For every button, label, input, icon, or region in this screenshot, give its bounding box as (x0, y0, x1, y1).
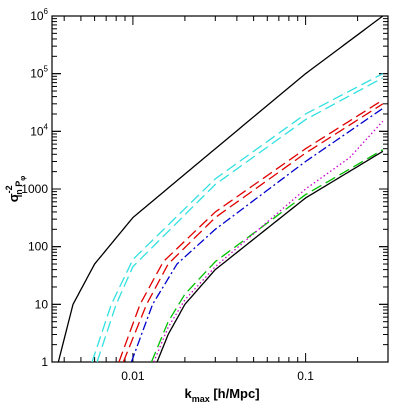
svg-text:σ-2ln Pφ: σ-2ln Pφ (4, 176, 27, 202)
x-axis-title: kmax [h/Mpc] (184, 386, 259, 404)
y-axis-title-sub: ln P (14, 181, 24, 198)
series-line-4 (118, 99, 384, 362)
y-tick-label-exponent: 5 (44, 65, 49, 74)
y-tick-label-base: 10 (30, 124, 44, 138)
y-tick-label: 10 (35, 297, 49, 311)
y-tick-label-exponent: 4 (44, 122, 49, 131)
y-tick-label: 100 (28, 240, 48, 254)
series-line-2 (91, 73, 384, 362)
y-tick-label: 1 (41, 355, 48, 369)
y-tick-label: 106 (30, 7, 48, 23)
y-tick-label-exponent: 6 (44, 7, 49, 16)
x-axis-title-rest: [h/Mpc] (210, 386, 260, 401)
y-tick-label: 1000 (21, 182, 48, 196)
series-line-9 (156, 150, 384, 362)
y-tick-label-base: 10 (30, 67, 44, 81)
plot-frame (51, 15, 389, 363)
series-line-7 (150, 149, 384, 362)
y-tick-label-base: 1000 (21, 182, 48, 196)
y-tick-label: 105 (30, 65, 48, 81)
x-axis-title-main: k (184, 386, 192, 401)
x-tick-label: 0.01 (121, 369, 145, 383)
x-tick-label: 0.1 (297, 369, 314, 383)
y-axis-title-subsub: φ (20, 176, 27, 181)
y-tick-label-base: 10 (30, 9, 44, 23)
series-line-1 (57, 16, 384, 362)
y-tick-label-base: 1 (41, 355, 48, 369)
x-axis-title-sub: max (192, 394, 210, 404)
y-tick-label: 104 (30, 122, 48, 138)
series-line-6 (130, 107, 384, 362)
y-tick-label-base: 100 (28, 240, 48, 254)
series-line-5 (122, 103, 384, 362)
y-axis-title: σ-2ln Pφ (4, 176, 27, 202)
y-axis-title-sup: -2 (4, 185, 14, 193)
series-line-3 (96, 77, 384, 362)
y-axis-title-main: σ (6, 193, 21, 202)
y-tick-label-base: 10 (35, 297, 49, 311)
series-layer (57, 16, 384, 362)
